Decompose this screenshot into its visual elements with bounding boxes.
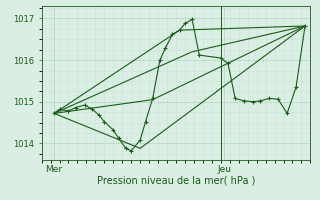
X-axis label: Pression niveau de la mer( hPa ): Pression niveau de la mer( hPa )	[97, 175, 255, 185]
